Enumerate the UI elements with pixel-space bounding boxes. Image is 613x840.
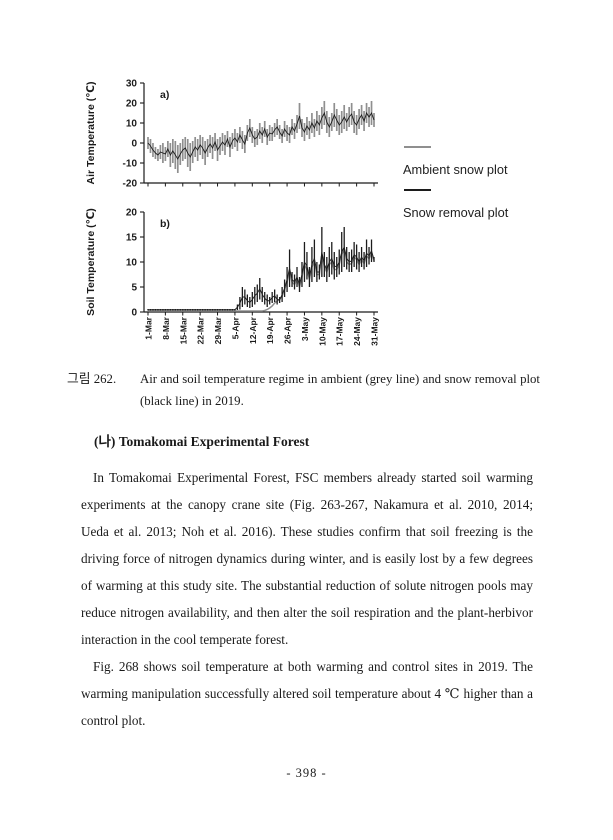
chart-legend: Ambient snow plot Snow removal plot bbox=[403, 140, 508, 232]
svg-text:19-Apr: 19-Apr bbox=[265, 316, 275, 344]
svg-text:31-May: 31-May bbox=[370, 317, 380, 346]
svg-text:24-May: 24-May bbox=[352, 317, 362, 346]
svg-text:30: 30 bbox=[126, 79, 138, 90]
svg-text:Air Temperature (℃): Air Temperature (℃) bbox=[85, 82, 97, 185]
svg-text:0: 0 bbox=[131, 308, 137, 319]
removal-mean-line bbox=[148, 245, 375, 311]
svg-text:17-May: 17-May bbox=[335, 317, 345, 346]
figure-caption-text: Air and soil temperature regime in ambie… bbox=[140, 372, 540, 408]
legend-label: Ambient snow plot bbox=[403, 162, 508, 177]
paragraph: In Tomakomai Experimental Forest, FSC me… bbox=[81, 470, 533, 647]
air-mean-line bbox=[147, 111, 375, 160]
black-line-swatch bbox=[404, 189, 431, 191]
figure-caption-number: 그림 262. bbox=[67, 372, 117, 386]
svg-text:3-May: 3-May bbox=[300, 317, 310, 341]
grey-line-swatch bbox=[404, 146, 431, 148]
page-number: - 398 - bbox=[286, 766, 327, 780]
svg-text:-20: -20 bbox=[123, 179, 138, 190]
svg-text:15: 15 bbox=[126, 233, 138, 244]
svg-text:-10: -10 bbox=[123, 159, 138, 170]
svg-text:26-Apr: 26-Apr bbox=[283, 316, 293, 344]
svg-text:20: 20 bbox=[126, 208, 138, 219]
svg-text:10: 10 bbox=[126, 258, 138, 269]
legend-label: Snow removal plot bbox=[403, 205, 509, 220]
soil-temperature-chart: 20 15 10 5 0 Soil Temperature (℃) b) 1-Mar 8-Mar… bbox=[85, 208, 380, 346]
section-heading: (나) Tomakomai Experimental Forest bbox=[94, 434, 310, 449]
air-daily-range-bars bbox=[147, 101, 375, 173]
svg-text:10: 10 bbox=[126, 119, 138, 130]
legend-item-ambient: Ambient snow plot bbox=[403, 146, 508, 177]
figure-caption: 그림 262. Air and soil temperature regime … bbox=[67, 369, 540, 412]
svg-text:22-Mar: 22-Mar bbox=[196, 316, 206, 344]
paragraph: Fig. 268 shows soil temperature at both … bbox=[81, 659, 533, 728]
svg-text:20: 20 bbox=[126, 99, 138, 110]
svg-text:15-Mar: 15-Mar bbox=[178, 316, 188, 344]
legend-item-removal: Snow removal plot bbox=[403, 189, 508, 220]
svg-text:8-Mar: 8-Mar bbox=[161, 316, 171, 339]
removal-daily-range-bars bbox=[147, 227, 375, 311]
svg-text:5: 5 bbox=[131, 283, 137, 294]
body-content: (나) Tomakomai Experimental Forest In Tom… bbox=[81, 430, 533, 734]
svg-text:29-Mar: 29-Mar bbox=[213, 316, 223, 344]
svg-text:1-Mar: 1-Mar bbox=[144, 316, 154, 339]
svg-text:12-Apr: 12-Apr bbox=[248, 316, 258, 344]
svg-text:Soil Temperature (℃): Soil Temperature (℃) bbox=[85, 208, 97, 316]
air-temperature-chart: 30 20 10 0 -10 -20 Air Temperature (℃) a) bbox=[85, 79, 378, 190]
svg-text:5-Apr: 5-Apr bbox=[230, 316, 240, 339]
svg-text:0: 0 bbox=[131, 139, 137, 150]
svg-text:b): b) bbox=[160, 218, 170, 230]
svg-text:a): a) bbox=[160, 89, 169, 101]
svg-text:10-May: 10-May bbox=[317, 317, 327, 346]
